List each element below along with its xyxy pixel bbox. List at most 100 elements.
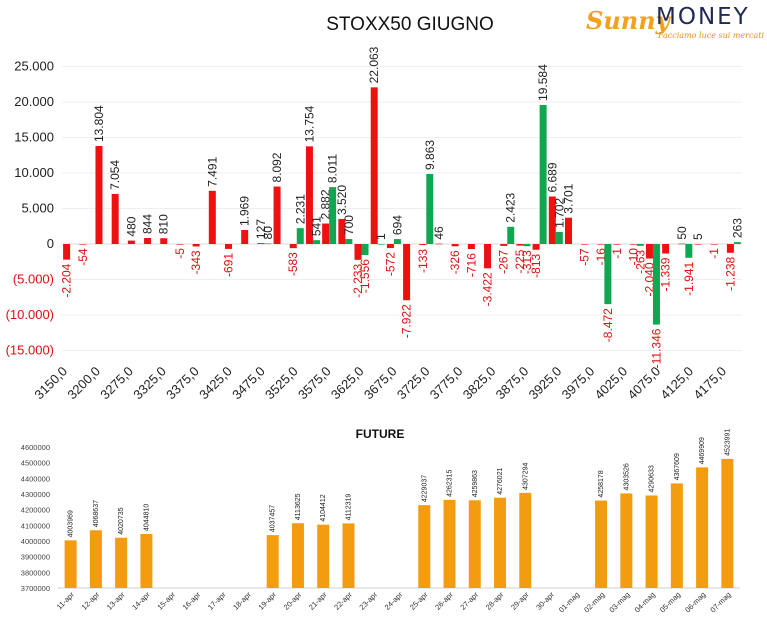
- x-tick-label: 24-apr: [383, 590, 405, 612]
- x-tick-label: 3775,0: [427, 364, 466, 403]
- data-label: 4112319: [345, 494, 352, 521]
- y-tick-label: 5.000: [21, 201, 54, 216]
- y-tick-label: 4600000: [21, 443, 50, 452]
- data-label: 4469909: [699, 437, 706, 464]
- bar: [289, 244, 297, 249]
- bar: [595, 500, 608, 588]
- data-label: 2.423: [504, 192, 518, 222]
- data-label: -583: [286, 252, 300, 276]
- data-label: 4044810: [143, 504, 150, 531]
- data-label: 4367609: [674, 453, 681, 480]
- x-tick-label: 3275,0: [97, 364, 136, 403]
- x-tick-label: 3525,0: [262, 364, 301, 403]
- bar: [312, 240, 320, 244]
- bar: [636, 244, 644, 246]
- data-label: 4037457: [270, 505, 277, 532]
- bar: [733, 242, 741, 244]
- data-label: 13.804: [92, 105, 106, 142]
- data-label: -10: [626, 248, 640, 266]
- data-label: -2.204: [60, 263, 74, 297]
- bar: [264, 243, 272, 245]
- bar: [419, 244, 427, 245]
- data-label: 4229037: [421, 475, 428, 502]
- data-label: -3.422: [481, 272, 495, 306]
- bar: [329, 187, 337, 244]
- bar: [63, 244, 71, 260]
- x-tick-label: 3425,0: [196, 364, 235, 403]
- data-label: 7.054: [108, 160, 122, 190]
- data-label: 541: [309, 216, 323, 236]
- bar: [111, 193, 119, 244]
- data-label: -11.346: [649, 328, 663, 368]
- data-label: -263: [633, 250, 647, 274]
- x-tick-label: 06-mag: [683, 590, 707, 614]
- bar: [305, 146, 313, 244]
- data-label: 2.231: [293, 194, 307, 224]
- data-label: -1.941: [682, 261, 696, 295]
- bar: [377, 243, 385, 245]
- bar: [342, 523, 355, 588]
- data-label: 4276021: [497, 467, 504, 494]
- bar: [516, 244, 524, 246]
- bar: [678, 243, 686, 245]
- x-tick-label: 4075,0: [624, 364, 663, 403]
- bar: [597, 244, 605, 245]
- data-label: 22.063: [367, 46, 381, 83]
- data-label: 263: [730, 218, 744, 238]
- data-label: -7.922: [400, 304, 414, 338]
- data-label: 4113625: [295, 493, 302, 520]
- bar: [225, 244, 232, 249]
- x-tick-label: 01-mag: [557, 590, 581, 614]
- data-label: 4104412: [320, 494, 327, 521]
- data-label: 4290633: [649, 465, 656, 492]
- x-tick-label: 29-apr: [509, 590, 531, 612]
- y-tick-label: 4000000: [21, 537, 50, 546]
- data-label: -1.238: [723, 256, 737, 290]
- data-label: -267: [497, 250, 511, 274]
- x-tick-label: 3725,0: [394, 364, 433, 403]
- bar: [361, 244, 369, 256]
- data-label: -313: [520, 250, 534, 274]
- bar: [89, 530, 102, 588]
- x-tick-label: 17-apr: [206, 590, 228, 612]
- data-label: 694: [390, 215, 404, 235]
- bar: [435, 243, 443, 245]
- bar: [662, 244, 670, 254]
- x-tick-label: 18-apr: [231, 590, 253, 612]
- bar: [257, 243, 265, 244]
- data-label: 810: [157, 214, 171, 234]
- bar: [291, 523, 304, 588]
- bar: [127, 240, 135, 244]
- y-tick-label: 25.000: [14, 59, 54, 74]
- data-label: -5: [173, 248, 187, 259]
- data-label: -716: [464, 253, 478, 277]
- x-tick-label: 3675,0: [361, 364, 400, 403]
- sunny-money-logo: Sunny MONEY Facciamo luce sui mercati: [586, 4, 764, 44]
- bar: [266, 535, 279, 588]
- data-label: 3.520: [335, 185, 349, 215]
- data-label: 7.491: [205, 156, 219, 186]
- bar: [144, 238, 152, 244]
- y-tick-label: 4400000: [21, 474, 50, 483]
- y-tick-label: (5.000): [13, 272, 54, 287]
- bar: [652, 244, 660, 325]
- data-label: -2.233: [351, 264, 365, 298]
- x-tick-label: 03-mag: [607, 590, 631, 614]
- x-tick-label: 30-apr: [534, 590, 556, 612]
- x-tick-label: 11-apr: [55, 590, 77, 612]
- data-label: 1.969: [238, 196, 252, 226]
- bar: [176, 244, 184, 245]
- bar: [160, 238, 168, 244]
- x-tick-label: 4175,0: [690, 364, 729, 403]
- bar: [539, 104, 547, 244]
- y-tick-label: 4200000: [21, 506, 50, 515]
- x-tick-label: 3625,0: [328, 364, 367, 403]
- data-label: 1: [374, 233, 388, 240]
- y-tick-label: 3700000: [21, 584, 50, 593]
- bar: [115, 537, 128, 588]
- data-label: 6.689: [545, 162, 559, 192]
- bar: [555, 231, 563, 244]
- data-label: -54: [76, 248, 90, 266]
- data-label: 4523991: [724, 429, 731, 456]
- x-tick-label: 04-mag: [633, 590, 657, 614]
